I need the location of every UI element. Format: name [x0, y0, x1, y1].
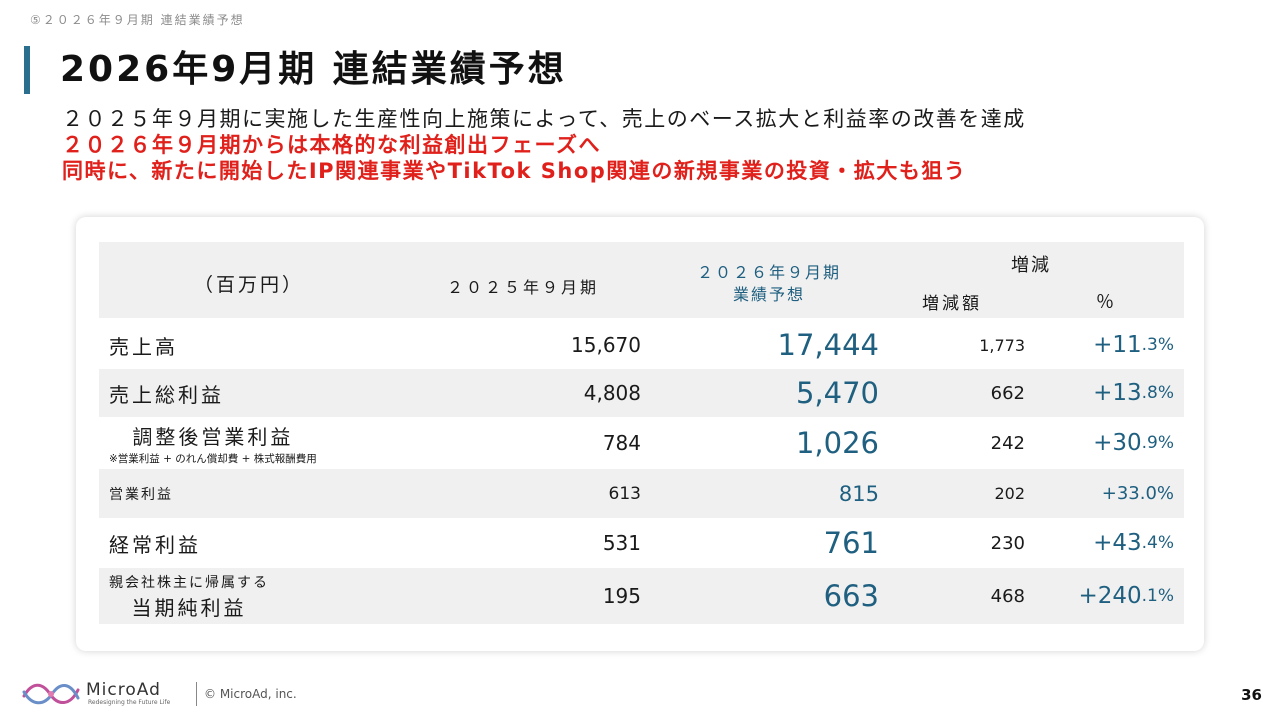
change-pct: +33.0% — [1101, 483, 1174, 504]
table-row: 売上高 15,670 17,444 1,773 +11.3% — [99, 321, 1184, 369]
change-pct-frac: .1% — [1141, 586, 1174, 606]
lead-text-3: 同時に、新たに開始したIP関連事業やTikTok Shop関連の新規事業の投資・… — [62, 159, 967, 183]
change-pct-frac: .8% — [1141, 383, 1174, 403]
row-label-stack: 調整後営業利益 ※営業利益 + のれん償却費 + 株式報酬費用 — [109, 417, 317, 469]
fy2025-value: 613 — [608, 483, 641, 504]
lead-text-1: ２０２５年９月期に実施した生産性向上施策によって、売上のベース拡大と利益率の改善… — [62, 107, 1026, 131]
page-title: 2026年9月期 連結業績予想 — [60, 49, 567, 90]
fy2026-forecast-value: 761 — [823, 526, 879, 560]
row-footnote: ※営業利益 + のれん償却費 + 株式報酬費用 — [109, 452, 317, 465]
breadcrumb: ⑤２０２６年９月期 連結業績予想 — [30, 13, 245, 27]
title-accent-bar — [24, 46, 30, 94]
row-label-line1: 親会社株主に帰属する — [109, 574, 269, 591]
change-pct-frac: .4% — [1141, 533, 1174, 553]
fy2026-forecast-value: 663 — [823, 579, 879, 613]
fy2026-forecast-value: 815 — [838, 481, 879, 506]
change-amount: 202 — [994, 484, 1025, 503]
row-label: 経常利益 — [109, 532, 201, 557]
row-label: 売上総利益 — [109, 382, 224, 407]
microad-logo-icon — [22, 683, 80, 705]
fy2025-value: 531 — [602, 531, 641, 555]
change-pct-frac: .9% — [1141, 433, 1174, 453]
change-amount: 230 — [990, 532, 1025, 554]
change-pct: +13.8% — [1049, 369, 1174, 417]
row-label: 調整後営業利益 — [132, 424, 294, 449]
change-pct-main: +43 — [1093, 530, 1142, 556]
table-row: 親会社株主に帰属する 当期純利益 195 663 468 +240.1% — [99, 568, 1184, 624]
header-fy2025: ２０２５年９月期 — [447, 278, 600, 297]
forecast-table-card: （百万円） ２０２５年９月期 ２０２６年９月期 業績予想 増減 増減額 ％ 売上… — [76, 217, 1204, 651]
header-fy2026-forecast: ２０２６年９月期 業績予想 — [689, 262, 849, 306]
page-number: 36 — [1241, 686, 1262, 704]
table-row: 売上総利益 4,808 5,470 662 +13.8% — [99, 369, 1184, 417]
change-amount: 242 — [990, 432, 1025, 454]
table-header-row: （百万円） ２０２５年９月期 ２０２６年９月期 業績予想 増減 増減額 ％ — [99, 242, 1184, 318]
change-amount: 662 — [990, 382, 1025, 404]
header-change-amount: 増減額 — [922, 294, 982, 314]
table-row: 経常利益 531 761 230 +43.4% — [99, 518, 1184, 568]
fy2025-value: 195 — [602, 584, 641, 608]
row-label: 売上高 — [109, 334, 178, 359]
row-label: 営業利益 — [109, 486, 173, 503]
lead-text-2: ２０２６年９月期からは本格的な利益創出フェーズへ — [62, 133, 601, 157]
header-fy2026-line1: ２０２６年９月期 — [696, 263, 841, 282]
table-row: 調整後営業利益 ※営業利益 + のれん償却費 + 株式報酬費用 784 1,02… — [99, 417, 1184, 469]
change-pct: +30.9% — [1049, 417, 1174, 469]
header-change-pct: ％ — [1096, 292, 1114, 313]
footer-brand: MicroAd — [86, 680, 161, 700]
fy2025-value: 784 — [602, 431, 641, 455]
change-pct-main: +11 — [1093, 332, 1142, 358]
header-unit: （百万円） — [194, 274, 305, 296]
change-pct: +11.3% — [1049, 321, 1174, 369]
footer-divider — [196, 682, 197, 706]
header-fy2026-line2: 業績予想 — [732, 285, 805, 304]
row-label-stack: 親会社株主に帰属する 当期純利益 — [109, 568, 269, 624]
change-pct-main: +13 — [1093, 380, 1142, 406]
fy2026-forecast-value: 5,470 — [795, 376, 879, 410]
footer-tagline: Redesigning the Future Life — [88, 699, 171, 706]
change-pct-frac: .3% — [1141, 335, 1174, 355]
row-label-line2: 当期純利益 — [131, 595, 247, 620]
footer-copyright: © MicroAd, inc. — [204, 687, 297, 701]
change-pct-main: +30 — [1093, 430, 1142, 456]
change-pct: +43.4% — [1049, 518, 1174, 568]
fy2026-forecast-value: 17,444 — [777, 328, 879, 362]
header-change: 増減 — [1011, 255, 1051, 276]
table-row: 営業利益 613 815 202 +33.0% — [99, 469, 1184, 518]
change-pct: +240.1% — [1049, 568, 1174, 624]
change-amount: 1,773 — [979, 335, 1025, 355]
change-pct-main: +240 — [1078, 583, 1142, 609]
fy2026-forecast-value: 1,026 — [795, 426, 879, 460]
fy2025-value: 15,670 — [571, 333, 641, 357]
change-amount: 468 — [990, 585, 1025, 607]
fy2025-value: 4,808 — [583, 381, 641, 405]
